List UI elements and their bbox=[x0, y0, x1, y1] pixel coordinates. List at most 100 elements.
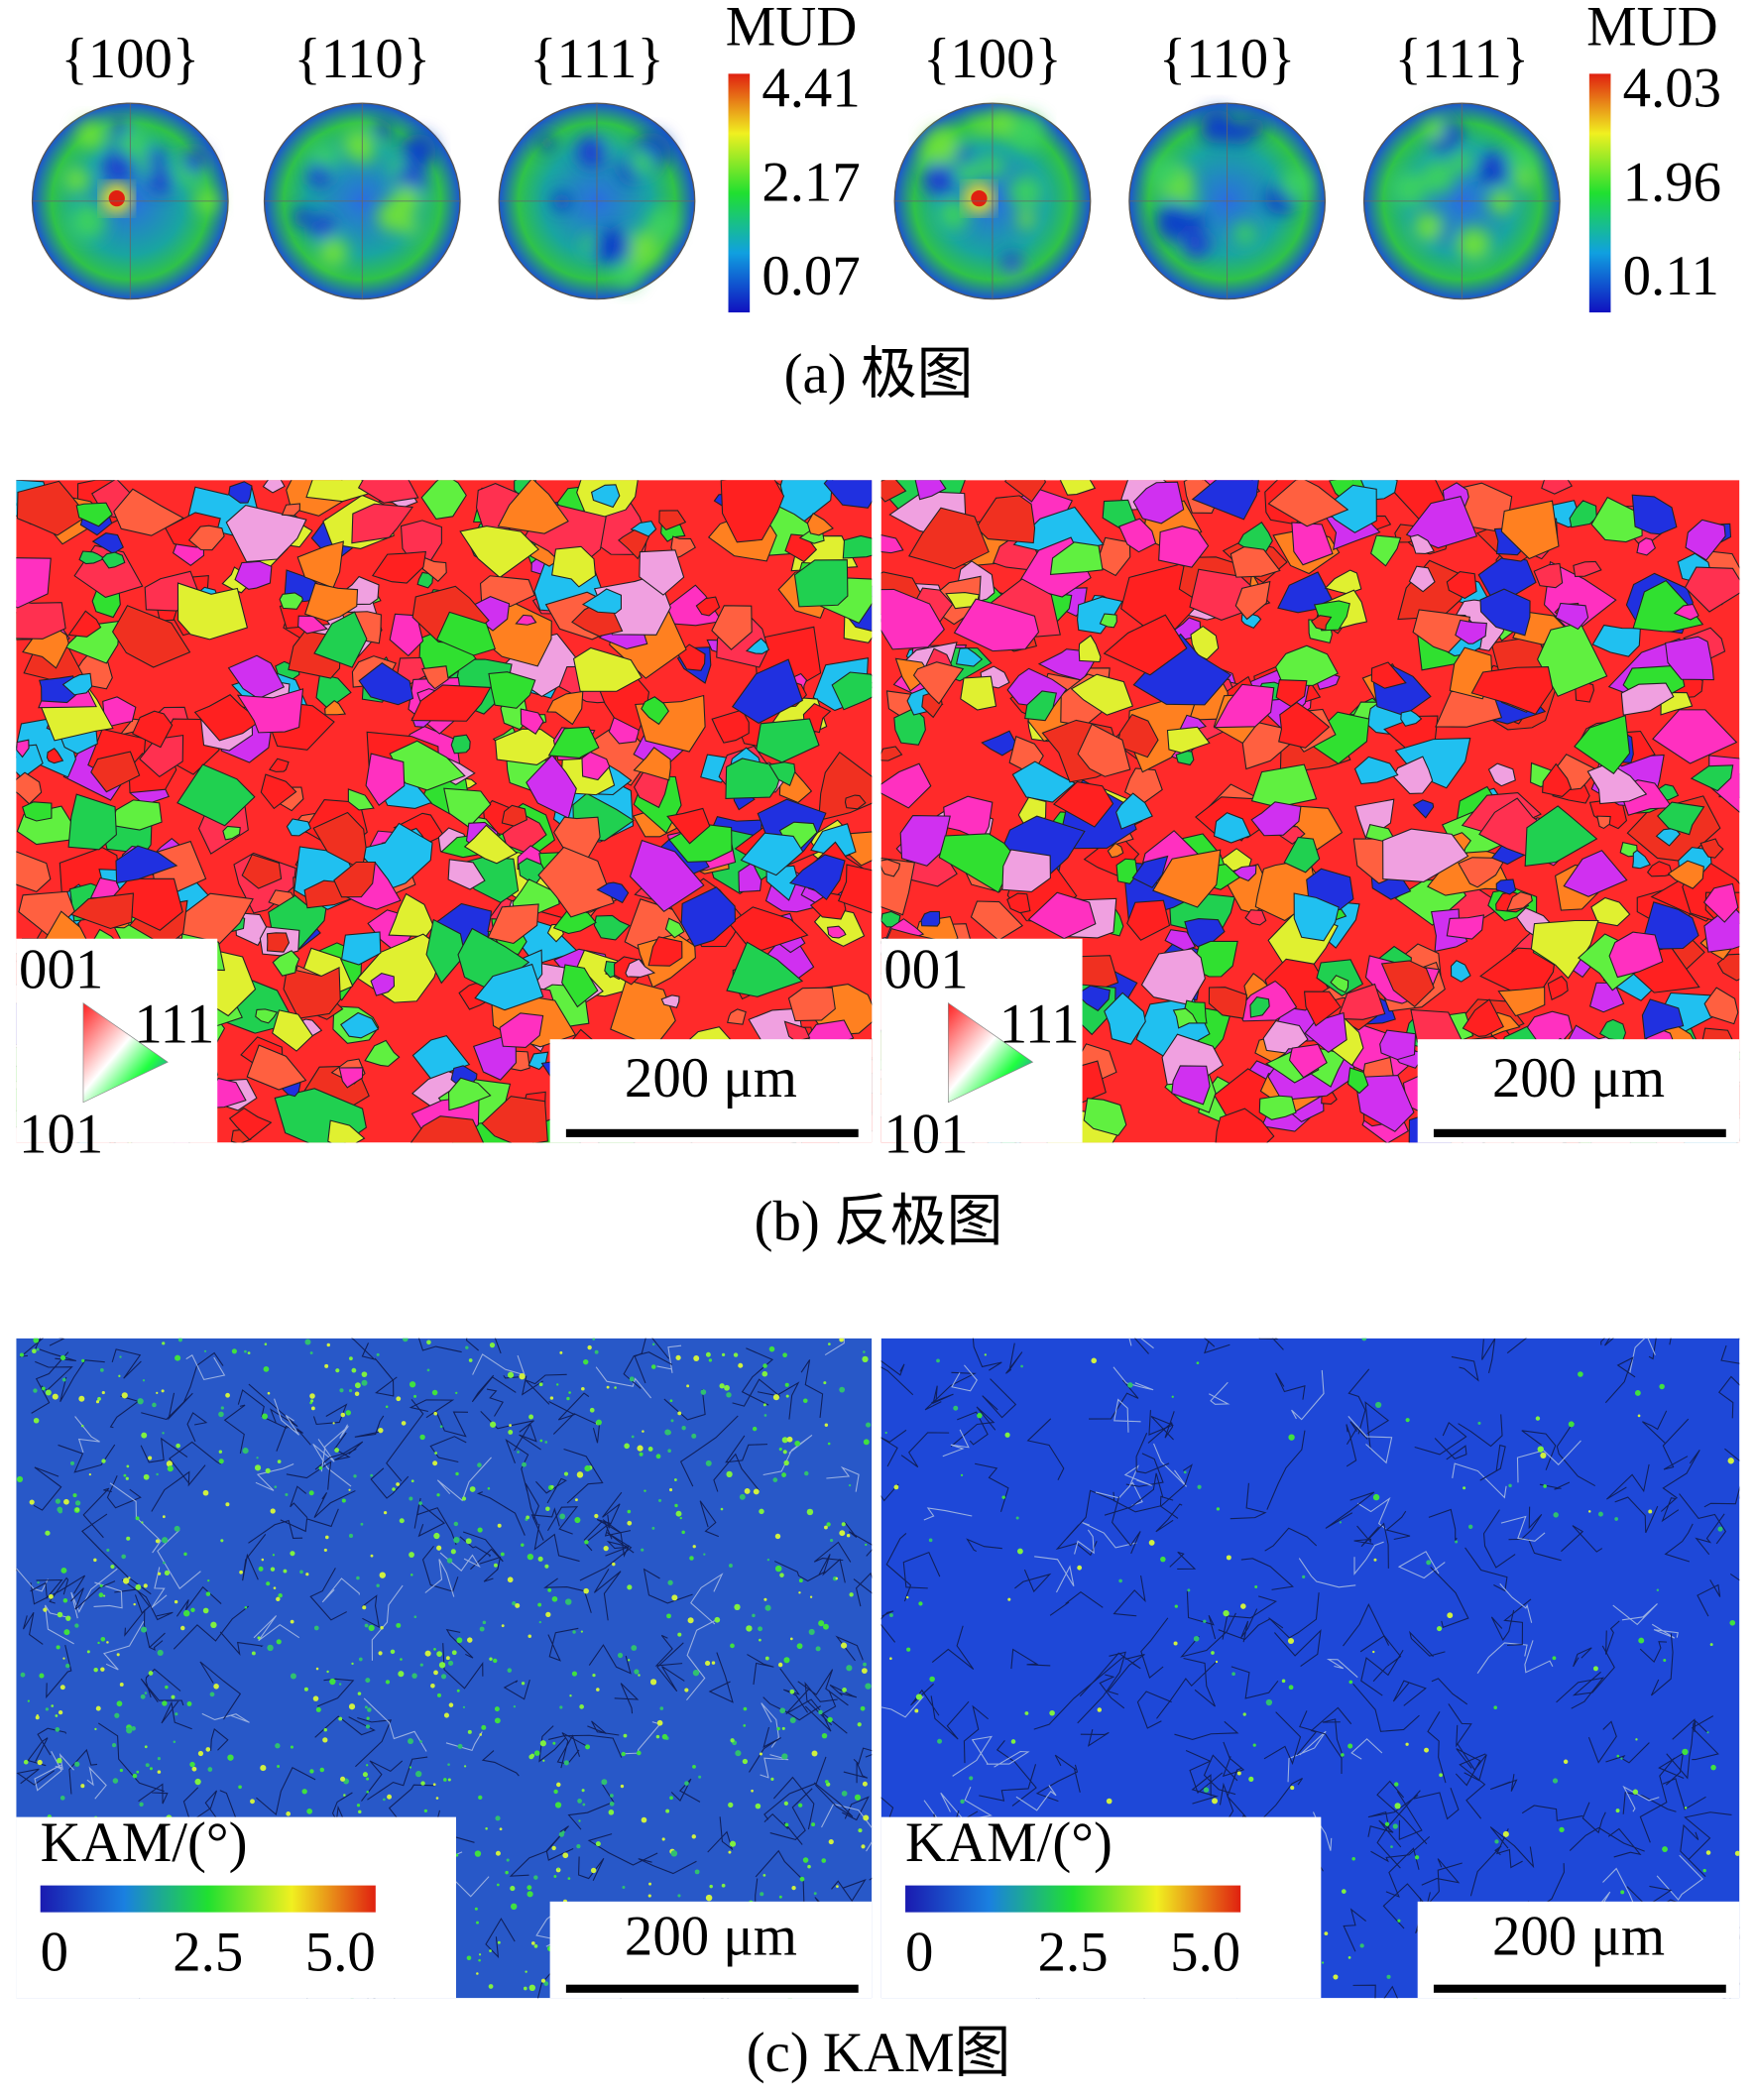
colorbar-title: MUD bbox=[1586, 0, 1718, 58]
kam-spot bbox=[774, 1565, 782, 1573]
grain bbox=[1408, 565, 1436, 593]
kam-spot bbox=[728, 1850, 732, 1854]
grain-boundary bbox=[821, 1803, 873, 1852]
kam-spot bbox=[509, 1424, 512, 1427]
kam-spot bbox=[453, 1536, 460, 1544]
grain-boundary bbox=[186, 1412, 208, 1443]
kam-spot bbox=[862, 1355, 869, 1362]
grain bbox=[1116, 713, 1159, 758]
kam-spot bbox=[343, 1794, 346, 1797]
grain-boundary bbox=[1258, 1338, 1284, 1350]
kam-spot bbox=[190, 1607, 195, 1613]
grain bbox=[1024, 690, 1057, 722]
kam-spot bbox=[443, 1712, 449, 1718]
grain bbox=[1250, 801, 1302, 837]
kam-spot bbox=[779, 1573, 784, 1577]
kam-spot bbox=[705, 1351, 711, 1357]
grain-boundary bbox=[1263, 1711, 1302, 1766]
kam-spot bbox=[348, 1703, 356, 1710]
grain bbox=[262, 480, 286, 494]
kam-spot bbox=[434, 1452, 438, 1455]
grain-boundary bbox=[1082, 1522, 1137, 1549]
grain-boundary bbox=[290, 1485, 308, 1519]
kam-spot bbox=[111, 1743, 117, 1748]
grain-boundary bbox=[1500, 1515, 1546, 1542]
grain bbox=[1083, 1098, 1127, 1136]
grain bbox=[938, 833, 1016, 893]
grain bbox=[225, 505, 307, 563]
grain bbox=[1118, 518, 1157, 553]
kam-spot bbox=[698, 1775, 702, 1779]
kam-spot bbox=[583, 1358, 589, 1365]
legend-tick: 2.5 bbox=[173, 1922, 243, 1984]
kam-spot bbox=[529, 1753, 535, 1758]
grain-boundary bbox=[587, 1720, 620, 1736]
grain bbox=[1586, 761, 1648, 805]
kam-spot bbox=[55, 1498, 61, 1504]
kam-spot bbox=[180, 1625, 185, 1631]
grain-boundary bbox=[237, 1389, 288, 1430]
kam-spot bbox=[523, 1986, 527, 1991]
texture-blob bbox=[111, 118, 130, 136]
grain bbox=[1208, 987, 1247, 1019]
kam-spot bbox=[493, 1563, 498, 1568]
grain-boundary bbox=[762, 1696, 822, 1721]
grain-boundary bbox=[157, 1529, 201, 1589]
kam-spot bbox=[1226, 1555, 1231, 1561]
kam-spot bbox=[571, 1671, 578, 1677]
grain bbox=[102, 696, 137, 729]
texture-blob bbox=[1457, 227, 1491, 262]
grain-boundary bbox=[148, 1632, 166, 1651]
kam-spot bbox=[551, 1845, 556, 1851]
kam-spot bbox=[670, 1419, 674, 1423]
kam-spot bbox=[202, 1607, 209, 1614]
grain-boundary bbox=[663, 1388, 706, 1421]
grain-boundary bbox=[1656, 1854, 1703, 1901]
grain-boundary bbox=[1600, 1338, 1614, 1346]
kam-spot bbox=[457, 1743, 463, 1749]
kam-spot bbox=[915, 1693, 923, 1700]
kam-spot bbox=[1662, 1846, 1668, 1852]
kam-spot bbox=[694, 1869, 700, 1875]
kam-spot bbox=[267, 1644, 274, 1652]
kam-spot bbox=[125, 1476, 129, 1480]
kam-spot bbox=[1375, 1401, 1382, 1409]
kam-spot bbox=[119, 1355, 122, 1358]
grain-boundary bbox=[1648, 1338, 1672, 1360]
kam-spot bbox=[813, 1892, 817, 1896]
grain bbox=[1370, 534, 1402, 567]
texture-blob bbox=[69, 203, 106, 240]
kam-spot bbox=[413, 1615, 417, 1619]
kam-spot bbox=[692, 1545, 696, 1549]
grain bbox=[1495, 878, 1517, 895]
grain bbox=[912, 661, 965, 705]
grain bbox=[1541, 480, 1574, 495]
kam-spot bbox=[189, 1761, 195, 1768]
kam-spot bbox=[842, 1688, 847, 1692]
kam-spot bbox=[440, 1674, 447, 1680]
grain-boundary bbox=[708, 1652, 734, 1703]
grain bbox=[234, 560, 273, 590]
kam-spot bbox=[274, 1485, 278, 1488]
grain bbox=[1215, 1108, 1275, 1143]
grain-boundary bbox=[1104, 1472, 1164, 1516]
grain bbox=[1446, 570, 1477, 600]
kam-spot bbox=[1447, 1612, 1454, 1619]
kam-spot bbox=[370, 1554, 374, 1558]
grain bbox=[1487, 762, 1516, 787]
grain bbox=[1631, 494, 1678, 535]
kam-spot bbox=[126, 1464, 130, 1468]
kam-spot bbox=[349, 1356, 353, 1361]
kam-spot bbox=[48, 1593, 54, 1599]
kam-spot bbox=[263, 1366, 270, 1372]
grain bbox=[1077, 723, 1131, 777]
grain-boundary bbox=[595, 1366, 652, 1399]
kam-spot bbox=[1568, 1421, 1575, 1428]
kam-spot bbox=[675, 1354, 681, 1360]
kam-spot bbox=[576, 1843, 581, 1849]
grain bbox=[1590, 896, 1631, 927]
kam-spot bbox=[559, 1350, 563, 1354]
kam-spot bbox=[477, 1527, 483, 1533]
kam-spot bbox=[351, 1662, 354, 1666]
grain-boundary bbox=[1672, 1718, 1707, 1740]
